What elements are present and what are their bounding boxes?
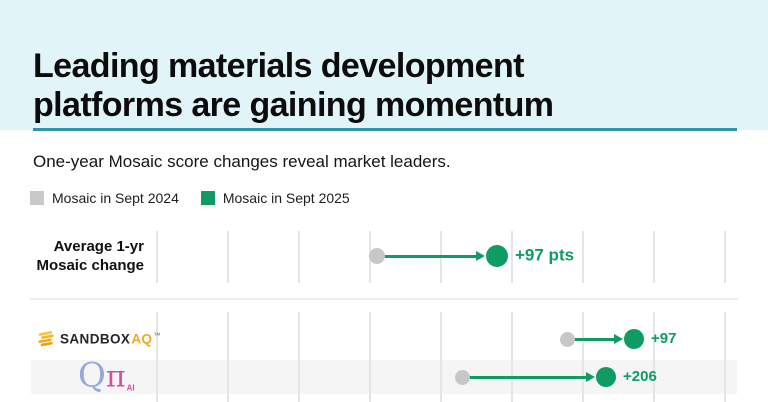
gridline (440, 312, 442, 402)
companies-chart: SANDBOX AQ ™ QπAI +97 +206 (0, 312, 768, 402)
arrowhead-icon (586, 371, 595, 382)
gridline (582, 312, 584, 402)
trademark-symbol: ™ (153, 332, 161, 340)
header: Leading materials development platforms … (0, 0, 768, 130)
gridline (227, 312, 229, 402)
qpiai-q: Q (78, 355, 106, 396)
gridline (653, 312, 655, 402)
legend-item-2025: Mosaic in Sept 2025 (200, 190, 350, 206)
qpiai-logo: QπAI (78, 355, 135, 395)
sandboxaq-wordmark: SANDBOX (60, 331, 131, 347)
row-highlight-band (31, 360, 737, 394)
dot-sept-2025 (596, 367, 616, 387)
change-value-label: +97 pts (515, 245, 575, 265)
dumbbell-sandboxaq: +97 (0, 312, 768, 402)
qpiai-ai: AI (126, 383, 135, 393)
legend-item-2024: Mosaic in Sept 2024 (30, 190, 179, 206)
average-row-label: Average 1-yr Mosaic change (36, 238, 144, 274)
gridline (582, 231, 584, 283)
qpiai-pi: π (105, 359, 126, 395)
legend: Mosaic in Sept 2024 Mosaic in Sept 2025 (30, 190, 350, 206)
connector-line (377, 254, 478, 258)
dot-sept-2025 (486, 245, 508, 267)
gridline (298, 231, 300, 283)
sandboxaq-aq: AQ (131, 331, 153, 347)
change-value-label: +206 (623, 368, 657, 386)
section-divider (30, 298, 738, 300)
connector-line (462, 375, 588, 379)
gridline (511, 231, 513, 283)
gridline (298, 312, 300, 402)
dumbbell-qpiai: +206 (0, 312, 768, 402)
gridline (724, 231, 726, 283)
dot-sept-2024 (454, 369, 470, 385)
legend-swatch-2024 (30, 191, 44, 205)
legend-label-2024: Mosaic in Sept 2024 (52, 190, 179, 206)
companies-plot-grid (0, 312, 768, 402)
dot-sept-2025 (624, 329, 644, 349)
gridline (156, 312, 158, 402)
sandboxaq-stripes-icon (38, 331, 54, 347)
gridline (369, 312, 371, 402)
gridline (511, 312, 513, 402)
average-chart: Average 1-yr Mosaic change +97 pts (0, 228, 768, 285)
legend-swatch-2025 (200, 191, 215, 205)
dot-sept-2024 (369, 248, 385, 264)
sandboxaq-logo: SANDBOX AQ ™ (36, 330, 160, 349)
gridline (653, 231, 655, 283)
gridline (227, 231, 229, 283)
change-value-label: +97 (651, 330, 677, 348)
gridline (156, 231, 158, 283)
page-title: Leading materials development platforms … (33, 46, 554, 124)
dot-sept-2024 (559, 331, 575, 347)
connector-line (567, 337, 616, 341)
dumbbell-average: +97 pts (0, 228, 768, 285)
legend-label-2025: Mosaic in Sept 2025 (222, 190, 350, 206)
chart-subtitle: One-year Mosaic score changes reveal mar… (33, 152, 451, 171)
arrowhead-icon (476, 250, 485, 261)
arrowhead-icon (614, 333, 623, 344)
header-divider (33, 128, 737, 131)
gridline (724, 312, 726, 402)
